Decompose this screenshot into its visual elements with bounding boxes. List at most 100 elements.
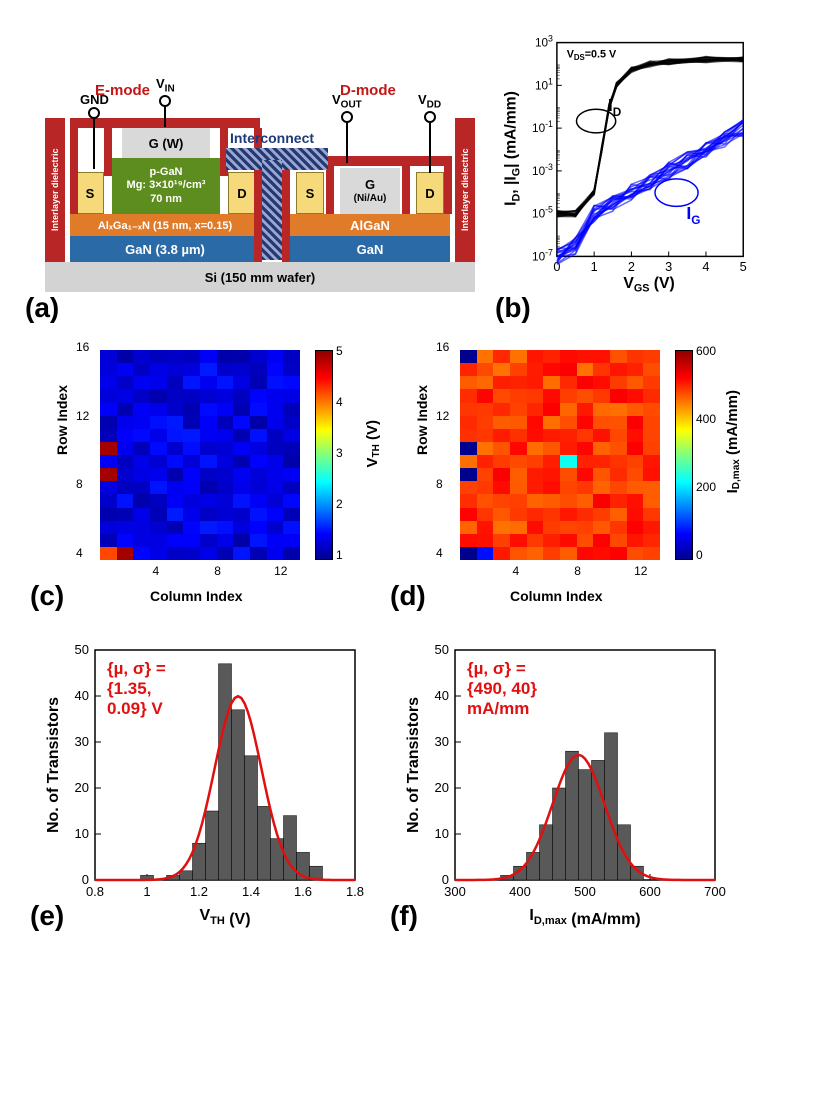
svg-text:30: 30	[75, 734, 89, 749]
heatmap-cell	[150, 494, 167, 507]
heatmap-cell	[577, 389, 594, 402]
heatmap-cell	[133, 521, 150, 534]
heatmap-cell	[150, 481, 167, 494]
panel-d-grid	[460, 350, 660, 560]
heatmap-cell	[200, 521, 217, 534]
heatmap-cell	[577, 468, 594, 481]
panel-b-ylabel: ID, |IG| (mA/mm)	[503, 91, 523, 206]
svg-text:1.2: 1.2	[190, 884, 208, 899]
heatmap-cell	[560, 350, 577, 363]
heatmap-cell	[460, 416, 477, 429]
heatmap-cell	[643, 521, 660, 534]
heatmap-cell	[627, 416, 644, 429]
heatmap-cell	[233, 508, 250, 521]
heatmap-cell	[593, 468, 610, 481]
heatmap-cell	[560, 442, 577, 455]
heatmap-cell	[477, 468, 494, 481]
heatmap-cell	[133, 429, 150, 442]
panel-d-yticks: 481216	[436, 340, 449, 560]
heatmap-cell	[167, 376, 184, 389]
heatmap-cell	[133, 363, 150, 376]
heatmap-cell	[117, 468, 134, 481]
heatmap-cell	[233, 363, 250, 376]
panel-c-xlabel: Column Index	[150, 588, 243, 604]
terminal-vin: VIN	[156, 76, 175, 127]
heatmap-cell	[527, 455, 544, 468]
heatmap-cell	[577, 455, 594, 468]
heatmap-cell	[250, 547, 267, 560]
svg-text:{1.35,: {1.35,	[107, 679, 151, 698]
heatmap-cell	[610, 389, 627, 402]
panel-e-letter: (e)	[30, 900, 64, 932]
heatmap-cell	[643, 442, 660, 455]
heatmap-cell	[460, 468, 477, 481]
heatmap-cell	[610, 494, 627, 507]
dielec-l-side	[70, 128, 78, 214]
heatmap-cell	[250, 468, 267, 481]
heatmap-cell	[577, 429, 594, 442]
heatmap-cell	[610, 416, 627, 429]
heatmap-cell	[200, 403, 217, 416]
heatmap-cell	[577, 534, 594, 547]
heatmap-cell	[560, 508, 577, 521]
heatmap-cell	[593, 534, 610, 547]
heatmap-cell	[460, 403, 477, 416]
heatmap-cell	[217, 403, 234, 416]
heatmap-cell	[643, 363, 660, 376]
heatmap-cell	[100, 521, 117, 534]
heatmap-cell	[610, 481, 627, 494]
svg-text:40: 40	[435, 688, 449, 703]
heatmap-cell	[200, 429, 217, 442]
svg-text:No. of Transistors: No. of Transistors	[405, 697, 422, 833]
heatmap-cell	[217, 350, 234, 363]
heatmap-cell	[100, 389, 117, 402]
svg-text:No. of Transistors: No. of Transistors	[45, 697, 62, 833]
heatmap-cell	[167, 363, 184, 376]
heatmap-cell	[267, 521, 284, 534]
heatmap-cell	[217, 376, 234, 389]
heatmap-cell	[527, 521, 544, 534]
heatmap-cell	[250, 376, 267, 389]
heatmap-cell	[610, 508, 627, 521]
panel-b-xlabel: VGS (V)	[623, 275, 674, 295]
heatmap-cell	[183, 376, 200, 389]
heatmap-cell	[250, 403, 267, 416]
heatmap-cell	[460, 350, 477, 363]
heatmap-cell	[183, 547, 200, 560]
heatmap-cell	[117, 442, 134, 455]
heatmap-cell	[167, 534, 184, 547]
heatmap-cell	[610, 429, 627, 442]
heatmap-cell	[150, 534, 167, 547]
dmode-drain: D	[416, 172, 444, 214]
heatmap-cell	[267, 534, 284, 547]
panel-b-vds-ann: VDS=0.5 V	[567, 48, 617, 62]
heatmap-cell	[493, 429, 510, 442]
heatmap-cell	[610, 521, 627, 534]
heatmap-cell	[610, 376, 627, 389]
heatmap-cell	[100, 534, 117, 547]
panel-c-grid	[100, 350, 300, 560]
interlayer-left: Interlayer dielectric	[45, 118, 65, 262]
heatmap-cell	[543, 350, 560, 363]
heatmap-cell	[477, 494, 494, 507]
dmode-gate: G (Ni/Au)	[340, 168, 400, 214]
svg-text:ID,max (mA/mm): ID,max (mA/mm)	[529, 907, 640, 928]
panel-b-svg: 10-7 10-5 10-3 10-1 101 103 0 1 2 3 4 5 …	[500, 30, 755, 320]
heatmap-cell	[100, 547, 117, 560]
heatmap-cell	[493, 363, 510, 376]
heatmap-cell	[183, 455, 200, 468]
heatmap-cell	[560, 481, 577, 494]
svg-text:mA/mm: mA/mm	[467, 699, 529, 718]
svg-text:{490, 40}: {490, 40}	[467, 679, 537, 698]
heatmap-cell	[460, 429, 477, 442]
heatmap-cell	[460, 481, 477, 494]
heatmap-cell	[283, 363, 300, 376]
heatmap-cell	[267, 508, 284, 521]
heatmap-cell	[183, 481, 200, 494]
heatmap-cell	[250, 494, 267, 507]
heatmap-cell	[593, 455, 610, 468]
heatmap-cell	[233, 350, 250, 363]
panel-b-chart: 10-7 10-5 10-3 10-1 101 103 0 1 2 3 4 5 …	[500, 30, 755, 320]
heatmap-cell	[150, 429, 167, 442]
heatmap-cell	[460, 389, 477, 402]
